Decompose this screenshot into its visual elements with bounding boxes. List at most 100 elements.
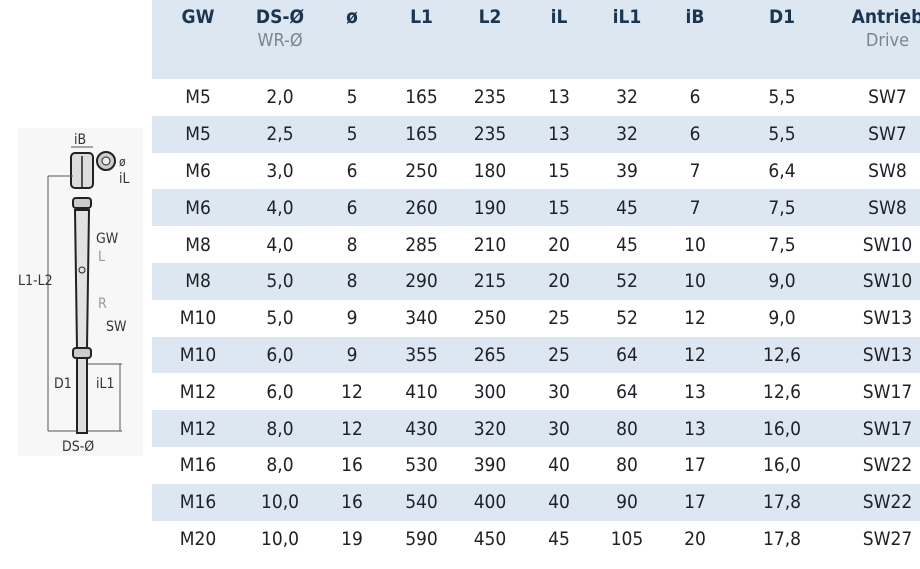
- column-header-sub: Drive: [865, 30, 910, 51]
- table-cell: 210: [455, 226, 525, 263]
- table-cell: 32: [593, 115, 661, 153]
- label-GW: GW: [96, 231, 119, 247]
- table-row: M10 5,0 9 340 250 25 52 12 9,0 SW13: [152, 299, 920, 337]
- table-cell: 20: [525, 226, 593, 263]
- table-cell: 80: [593, 410, 661, 447]
- table-cell: 17: [661, 446, 729, 484]
- table-cell: 300: [455, 373, 525, 411]
- table-cell: 17,8: [729, 483, 835, 521]
- table-cell: SW22: [835, 446, 920, 484]
- table-cell: 80: [593, 446, 661, 484]
- table-cell: 340: [388, 299, 455, 337]
- table-cell: M5: [152, 79, 244, 116]
- table-cell: 10: [661, 226, 729, 263]
- table-cell: 2,0: [244, 79, 316, 116]
- table-row: M8 5,0 8 290 215 20 52 10 9,0 SW10: [152, 262, 920, 300]
- column-header-label: Antrieb: [851, 6, 920, 28]
- table-cell: 9,0: [729, 262, 835, 300]
- label-L1-L2: L1-L2: [18, 273, 53, 289]
- table-cell: M12: [152, 373, 244, 411]
- table-cell: 39: [593, 152, 661, 190]
- table-cell: M12: [152, 410, 244, 447]
- table-cell: 64: [593, 373, 661, 411]
- table-cell: 250: [455, 299, 525, 337]
- table-cell: SW17: [835, 373, 920, 411]
- table-cell: 19: [316, 520, 388, 558]
- table-cell: 5: [316, 115, 388, 153]
- table-cell: SW17: [835, 410, 920, 447]
- table-cell: 6,4: [729, 152, 835, 190]
- column-header-sub: WR-Ø: [257, 30, 303, 51]
- table-cell: SW13: [835, 299, 920, 337]
- table-cell: M16: [152, 446, 244, 484]
- table-cell: 390: [455, 446, 525, 484]
- table-cell: 45: [593, 189, 661, 227]
- table-cell: SW13: [835, 336, 920, 374]
- table-cell: 7,5: [729, 189, 835, 227]
- table-cell: 13: [661, 410, 729, 447]
- table-cell: 410: [388, 373, 455, 411]
- table-cell: 355: [388, 336, 455, 374]
- table-cell: 7,5: [729, 226, 835, 263]
- table-cell: 5,5: [729, 79, 835, 116]
- table-row: M5 2,5 5 165 235 13 32 6 5,5 SW7: [152, 115, 920, 153]
- table-cell: 20: [661, 520, 729, 558]
- table-cell: 590: [388, 520, 455, 558]
- table-cell: 25: [525, 336, 593, 374]
- table-cell: 6: [316, 189, 388, 227]
- table-cell: 4,0: [244, 226, 316, 263]
- table-header: GW DS-Ø WR-Ø ø L1 L2 iL iL1 iB D1 Antrieb Drive: [152, 0, 920, 79]
- label-D1: D1: [54, 376, 72, 392]
- table-row: M20 10,0 19 590 450 45 105 20 17,8 SW27: [152, 520, 920, 558]
- table-cell: 40: [525, 483, 593, 521]
- table-cell: 5,0: [244, 262, 316, 300]
- table-row: M12 8,0 12 430 320 30 80 13 16,0 SW17: [152, 410, 920, 447]
- column-header-label: L2: [478, 6, 502, 28]
- table-cell: 4,0: [244, 189, 316, 227]
- table-cell: 25: [525, 299, 593, 337]
- table-cell: 7: [661, 152, 729, 190]
- table-cell: 20: [525, 262, 593, 300]
- table-cell: 10,0: [244, 520, 316, 558]
- label-iL1: iL1: [96, 376, 115, 392]
- table-cell: 450: [455, 520, 525, 558]
- table-cell: M10: [152, 336, 244, 374]
- column-header-label: iL: [550, 6, 568, 28]
- table-cell: 8: [316, 262, 388, 300]
- table-row: M16 10,0 16 540 400 40 90 17 17,8 SW22: [152, 483, 920, 521]
- table-cell: 64: [593, 336, 661, 374]
- table-cell: 8: [316, 226, 388, 263]
- table-cell: 290: [388, 262, 455, 300]
- table-cell: 16,0: [729, 410, 835, 447]
- label-L: L: [98, 249, 105, 265]
- column-header-label: GW: [181, 6, 215, 28]
- table-cell: 10: [661, 262, 729, 300]
- table-cell: 320: [455, 410, 525, 447]
- column-header: Antrieb Drive: [835, 0, 920, 79]
- table-cell: 16: [316, 446, 388, 484]
- table-cell: 7: [661, 189, 729, 227]
- table-cell: 15: [525, 189, 593, 227]
- table-cell: SW7: [835, 115, 920, 153]
- table-cell: 52: [593, 262, 661, 300]
- table-row: M8 4,0 8 285 210 20 45 10 7,5 SW10: [152, 226, 920, 263]
- column-header: DS-Ø WR-Ø: [244, 0, 316, 79]
- table-cell: 30: [525, 373, 593, 411]
- table-row: M16 8,0 16 530 390 40 80 17 16,0 SW22: [152, 446, 920, 484]
- column-header-label: DS-Ø: [255, 6, 305, 28]
- table-cell: 13: [661, 373, 729, 411]
- table-cell: 180: [455, 152, 525, 190]
- table-cell: 6,0: [244, 336, 316, 374]
- column-header: ø: [316, 0, 388, 79]
- table-cell: 190: [455, 189, 525, 227]
- label-DS: DS-Ø: [62, 439, 94, 455]
- table-cell: 17,8: [729, 520, 835, 558]
- table-cell: 260: [388, 189, 455, 227]
- table-cell: M10: [152, 299, 244, 337]
- table-cell: 165: [388, 115, 455, 153]
- table-cell: 215: [455, 262, 525, 300]
- table-cell: 12,6: [729, 373, 835, 411]
- table-cell: 105: [593, 520, 661, 558]
- label-iL: iL: [119, 171, 130, 187]
- table-cell: 6,0: [244, 373, 316, 411]
